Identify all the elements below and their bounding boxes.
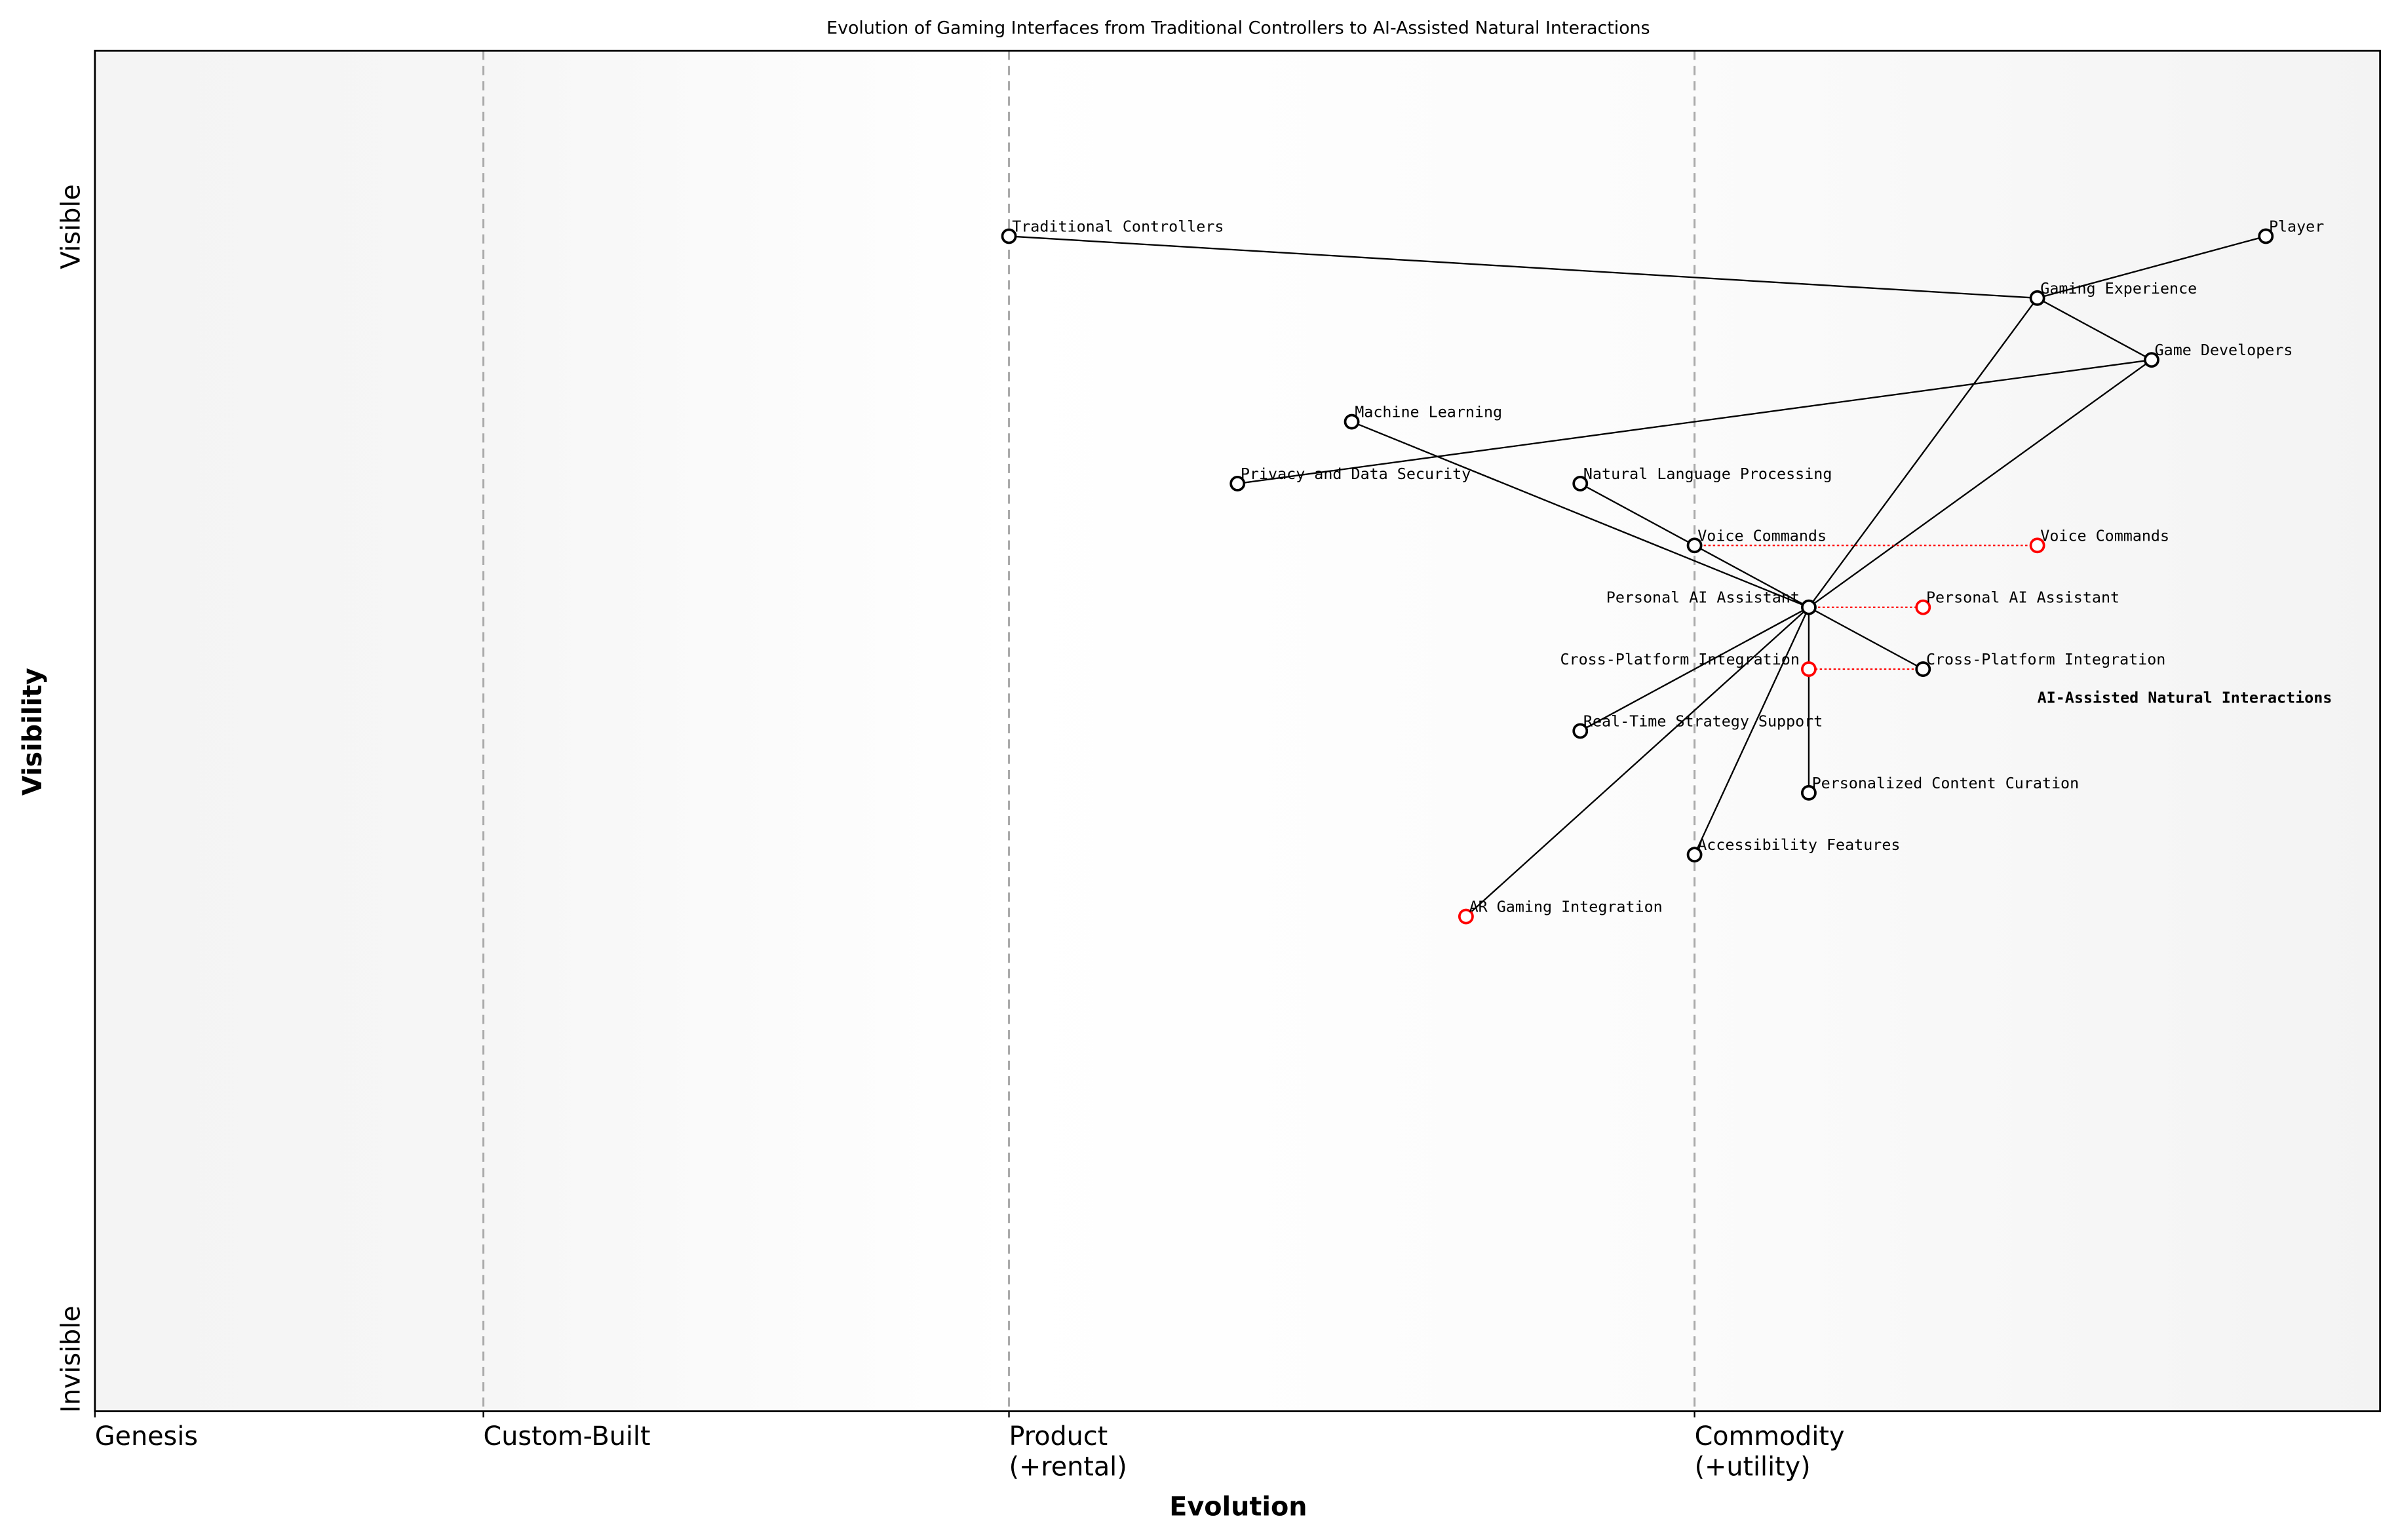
y-tick-invisible: Invisible — [56, 1305, 86, 1413]
component-marker — [2258, 228, 2274, 244]
component-label: Voice Commands — [1697, 526, 1827, 545]
stage-label: Custom-Built — [484, 1421, 651, 1452]
dependency-link — [1579, 606, 1810, 732]
component-marker — [1458, 908, 1474, 925]
dependency-link — [1579, 482, 1695, 547]
component-marker — [1001, 228, 1017, 244]
evolved-component-marker — [1915, 599, 1931, 615]
component-marker — [1686, 537, 1703, 554]
dependency-link — [1808, 359, 2152, 608]
dependency-link — [1237, 359, 2152, 485]
evolved-component-label: Personal AI Assistant — [1926, 588, 2119, 607]
component-label: Gaming Experience — [2040, 279, 2197, 298]
dependency-link — [1694, 545, 1810, 608]
y-tick-visible: Visible — [56, 184, 86, 269]
component-label: Machine Learning — [1355, 403, 1502, 421]
component-marker — [1801, 599, 1817, 615]
stage-label-line: (+rental) — [1009, 1452, 1127, 1482]
evolved-component-label: Voice Commands — [2040, 526, 2169, 545]
stage-label: Product (+rental) — [1009, 1421, 1127, 1482]
evolved-component-marker — [2029, 537, 2045, 554]
dependency-link — [1808, 298, 2038, 608]
stage-label-line: Commodity — [1695, 1421, 1845, 1452]
component-marker — [1686, 847, 1703, 863]
stage-label-line: (+utility) — [1695, 1452, 1811, 1482]
component-marker — [1915, 661, 1931, 677]
annotation-label: AI-Assisted Natural Interactions — [2038, 688, 2332, 706]
stage-label-line: Genesis — [95, 1421, 198, 1452]
component-marker — [1344, 414, 1360, 430]
plot-frame — [94, 49, 2382, 1412]
component-marker — [2029, 290, 2045, 306]
evolved-component-label: Cross-Platform Integration — [1560, 650, 1799, 668]
component-label: Player — [2269, 217, 2324, 235]
plot-background — [94, 50, 2380, 1412]
stage-label-line: Custom-Built — [484, 1421, 651, 1452]
dependency-link — [1808, 606, 1924, 670]
dependency-link — [1694, 607, 1810, 855]
dependency-link — [1009, 235, 2038, 299]
component-label: Game Developers — [2155, 341, 2293, 359]
chart-title: Evolution of Gaming Interfaces from Trad… — [826, 18, 1650, 39]
stage-label: Genesis — [95, 1421, 198, 1452]
x-axis-label: Evolution — [1169, 1492, 1307, 1522]
component-label: Traditional Controllers — [1012, 217, 1224, 235]
component-label: Cross-Platform Integration — [1926, 650, 2165, 668]
component-label: Accessibility Features — [1697, 836, 1900, 854]
component-label: Privacy and Data Security — [1241, 465, 1471, 483]
dependency-link — [2037, 235, 2266, 299]
stage-label: Commodity (+utility) — [1695, 1421, 1845, 1482]
component-marker — [1572, 476, 1589, 491]
component-label: Personalized Content Curation — [1812, 774, 2080, 792]
dependency-link — [2037, 297, 2152, 361]
component-marker — [1801, 784, 1817, 801]
stage-label-line: Product — [1009, 1421, 1108, 1452]
component-label: AR Gaming Integration — [1469, 898, 1663, 916]
component-label: Personal AI Assistant — [1606, 588, 1800, 607]
y-axis-label: Visibility — [18, 668, 48, 796]
dependency-link — [1465, 606, 1810, 917]
evolved-component-marker — [1801, 661, 1817, 677]
component-marker — [1572, 723, 1589, 739]
component-marker — [2144, 352, 2159, 368]
component-label: Real-Time Strategy Support — [1583, 712, 1823, 730]
component-marker — [1229, 476, 1246, 491]
component-label: Natural Language Processing — [1583, 465, 1832, 483]
dependency-link — [1351, 421, 1810, 608]
